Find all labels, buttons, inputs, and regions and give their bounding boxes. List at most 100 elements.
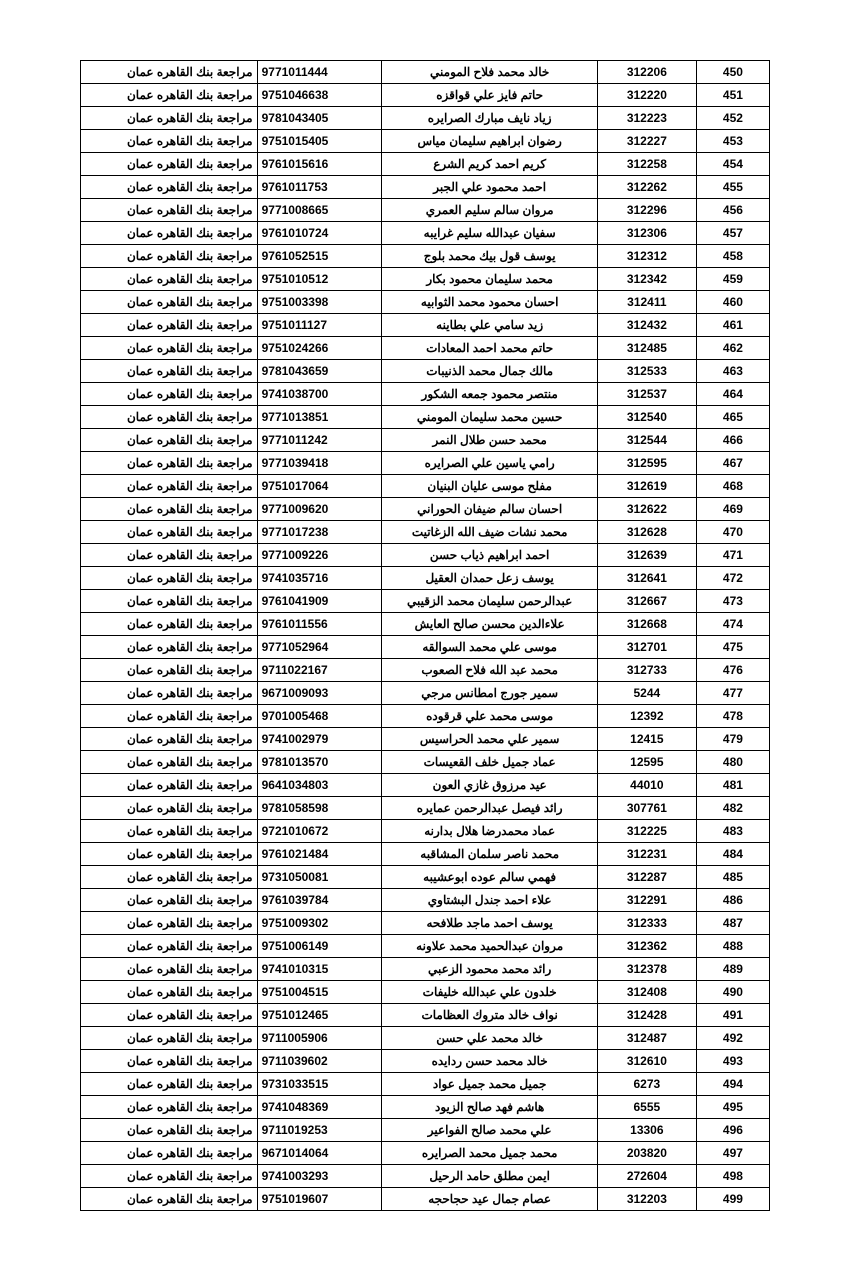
cell-name: سفيان عبدالله سليم غرايبه xyxy=(382,222,597,245)
cell-name: يوسف زعل حمدان العقيل xyxy=(382,567,597,590)
cell-row-number: 471 xyxy=(696,544,769,567)
cell-code: 312227 xyxy=(597,130,696,153)
cell-row-number: 462 xyxy=(696,337,769,360)
cell-code: 312203 xyxy=(597,1188,696,1211)
cell-bank: مراجعة بنك القاهره عمان xyxy=(81,153,258,176)
table-row: مراجعة بنك القاهره عمان9721010672عماد مح… xyxy=(81,820,770,843)
table-row: مراجعة بنك القاهره عمان9781013570عماد جم… xyxy=(81,751,770,774)
table-row: مراجعة بنك القاهره عمان9751046638حاتم فا… xyxy=(81,84,770,107)
cell-code: 312544 xyxy=(597,429,696,452)
cell-bank: مراجعة بنك القاهره عمان xyxy=(81,268,258,291)
cell-code: 312533 xyxy=(597,360,696,383)
data-table: مراجعة بنك القاهره عمان9771011444خالد مح… xyxy=(80,60,770,1211)
table-row: مراجعة بنك القاهره عمان9771017238محمد نش… xyxy=(81,521,770,544)
cell-national-id: 9771011242 xyxy=(257,429,382,452)
cell-bank: مراجعة بنك القاهره عمان xyxy=(81,1050,258,1073)
cell-row-number: 490 xyxy=(696,981,769,1004)
cell-code: 312333 xyxy=(597,912,696,935)
cell-code: 44010 xyxy=(597,774,696,797)
table-row: مراجعة بنك القاهره عمان9761041909عبدالرح… xyxy=(81,590,770,613)
cell-code: 312231 xyxy=(597,843,696,866)
cell-name: احمد محمود علي الجبر xyxy=(382,176,597,199)
table-row: مراجعة بنك القاهره عمان9761011556علاءالد… xyxy=(81,613,770,636)
cell-row-number: 496 xyxy=(696,1119,769,1142)
cell-bank: مراجعة بنك القاهره عمان xyxy=(81,1027,258,1050)
cell-code: 312487 xyxy=(597,1027,696,1050)
cell-code: 312428 xyxy=(597,1004,696,1027)
table-row: مراجعة بنك القاهره عمان9751006149مروان ع… xyxy=(81,935,770,958)
cell-code: 312312 xyxy=(597,245,696,268)
cell-name: يوسف قول بيك محمد بلوج xyxy=(382,245,597,268)
cell-row-number: 465 xyxy=(696,406,769,429)
cell-national-id: 9751010512 xyxy=(257,268,382,291)
cell-national-id: 9751004515 xyxy=(257,981,382,1004)
cell-bank: مراجعة بنك القاهره عمان xyxy=(81,1073,258,1096)
table-row: مراجعة بنك القاهره عمان9741038700منتصر م… xyxy=(81,383,770,406)
table-row: مراجعة بنك القاهره عمان9671009093سمير جو… xyxy=(81,682,770,705)
cell-national-id: 9741010315 xyxy=(257,958,382,981)
cell-row-number: 451 xyxy=(696,84,769,107)
cell-code: 12392 xyxy=(597,705,696,728)
cell-code: 312408 xyxy=(597,981,696,1004)
cell-code: 312362 xyxy=(597,935,696,958)
table-row: مراجعة بنك القاهره عمان9761052515يوسف قو… xyxy=(81,245,770,268)
cell-national-id: 9711019253 xyxy=(257,1119,382,1142)
cell-national-id: 9771039418 xyxy=(257,452,382,475)
cell-name: رائد فيصل عبدالرحمن عمايره xyxy=(382,797,597,820)
cell-row-number: 494 xyxy=(696,1073,769,1096)
cell-bank: مراجعة بنك القاهره عمان xyxy=(81,406,258,429)
cell-row-number: 495 xyxy=(696,1096,769,1119)
cell-code: 13306 xyxy=(597,1119,696,1142)
cell-bank: مراجعة بنك القاهره عمان xyxy=(81,774,258,797)
cell-row-number: 483 xyxy=(696,820,769,843)
cell-name: علاءالدين محسن صالح العايش xyxy=(382,613,597,636)
cell-national-id: 9751019607 xyxy=(257,1188,382,1211)
cell-national-id: 9761010724 xyxy=(257,222,382,245)
table-row: مراجعة بنك القاهره عمان9711005906خالد مح… xyxy=(81,1027,770,1050)
cell-row-number: 466 xyxy=(696,429,769,452)
cell-national-id: 9781043405 xyxy=(257,107,382,130)
table-row: مراجعة بنك القاهره عمان9751009302يوسف اح… xyxy=(81,912,770,935)
cell-national-id: 9741002979 xyxy=(257,728,382,751)
cell-name: خالد محمد حسن ردايده xyxy=(382,1050,597,1073)
cell-national-id: 9771052964 xyxy=(257,636,382,659)
cell-national-id: 9771009620 xyxy=(257,498,382,521)
cell-name: جميل محمد جميل عواد xyxy=(382,1073,597,1096)
cell-national-id: 9751011127 xyxy=(257,314,382,337)
cell-row-number: 477 xyxy=(696,682,769,705)
cell-name: رضوان ابراهيم سليمان مياس xyxy=(382,130,597,153)
cell-national-id: 9641034803 xyxy=(257,774,382,797)
cell-name: عماد محمدرضا هلال بدارنه xyxy=(382,820,597,843)
cell-national-id: 9771009226 xyxy=(257,544,382,567)
cell-bank: مراجعة بنك القاهره عمان xyxy=(81,981,258,1004)
cell-bank: مراجعة بنك القاهره عمان xyxy=(81,705,258,728)
cell-row-number: 468 xyxy=(696,475,769,498)
table-row: مراجعة بنك القاهره عمان9771009226احمد اب… xyxy=(81,544,770,567)
cell-bank: مراجعة بنك القاهره عمان xyxy=(81,61,258,84)
cell-code: 312287 xyxy=(597,866,696,889)
cell-bank: مراجعة بنك القاهره عمان xyxy=(81,452,258,475)
cell-row-number: 460 xyxy=(696,291,769,314)
cell-code: 312668 xyxy=(597,613,696,636)
cell-national-id: 9741035716 xyxy=(257,567,382,590)
table-row: مراجعة بنك القاهره عمان9711019253علي محم… xyxy=(81,1119,770,1142)
cell-row-number: 492 xyxy=(696,1027,769,1050)
table-row: مراجعة بنك القاهره عمان9751017064مفلح مو… xyxy=(81,475,770,498)
cell-bank: مراجعة بنك القاهره عمان xyxy=(81,475,258,498)
cell-name: كريم احمد كريم الشرع xyxy=(382,153,597,176)
cell-row-number: 489 xyxy=(696,958,769,981)
cell-national-id: 9751012465 xyxy=(257,1004,382,1027)
cell-national-id: 9761011753 xyxy=(257,176,382,199)
cell-name: محمد سليمان محمود بكار xyxy=(382,268,597,291)
cell-national-id: 9711039602 xyxy=(257,1050,382,1073)
cell-row-number: 470 xyxy=(696,521,769,544)
table-row: مراجعة بنك القاهره عمان9731050081فهمي سا… xyxy=(81,866,770,889)
cell-row-number: 464 xyxy=(696,383,769,406)
cell-name: حسين محمد سليمان المومني xyxy=(382,406,597,429)
cell-row-number: 487 xyxy=(696,912,769,935)
cell-row-number: 488 xyxy=(696,935,769,958)
cell-code: 312306 xyxy=(597,222,696,245)
cell-bank: مراجعة بنك القاهره عمان xyxy=(81,912,258,935)
cell-national-id: 9731050081 xyxy=(257,866,382,889)
cell-name: عيد مرزوق غازي العون xyxy=(382,774,597,797)
